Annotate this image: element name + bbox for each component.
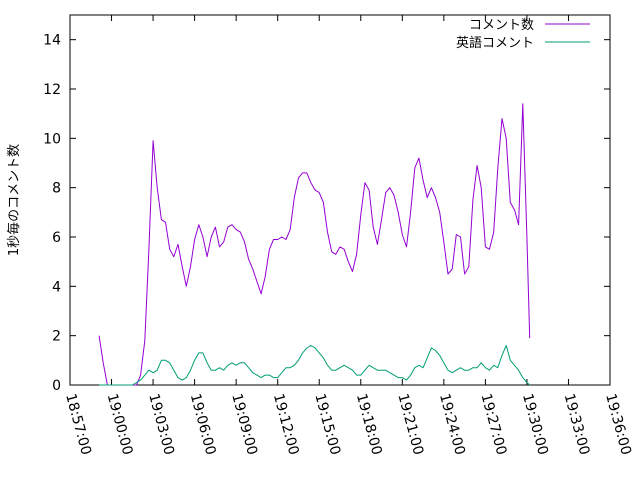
y-tick-label: 0 <box>52 378 61 394</box>
series-line-2 <box>99 345 531 386</box>
series-line-1 <box>98 103 531 386</box>
x-tick-label: 19:36:00 <box>602 392 634 457</box>
x-tick-label: 19:21:00 <box>394 392 426 457</box>
x-axis: 18:57:00 19:00:00 19:03:00 19:06:00 19:09:00… <box>62 15 634 457</box>
x-tick-label: 19:15:00 <box>311 392 343 457</box>
x-tick-label: 19:24:00 <box>436 392 468 457</box>
y-tick-label: 4 <box>52 279 61 295</box>
x-tick-label: 18:57:00 <box>62 392 94 457</box>
x-tick-label: 19:00:00 <box>104 392 136 457</box>
y-tick-label: 14 <box>43 33 61 49</box>
y-tick-label: 12 <box>43 82 61 98</box>
y-tick-label: 10 <box>43 131 61 147</box>
x-tick-label: 19:27:00 <box>478 392 510 457</box>
y-tick-label: 2 <box>52 329 61 345</box>
legend-label: 英語コメント <box>456 35 534 51</box>
x-tick-label: 19:12:00 <box>270 392 302 457</box>
x-tick-label: 19:03:00 <box>145 392 177 457</box>
y-axis: 0 2 4 6 8 10 12 14 <box>43 33 610 394</box>
x-tick-label: 19:18:00 <box>353 392 385 457</box>
y-axis-label: 1秒毎のコメント数 <box>6 144 22 256</box>
series-layer <box>98 103 531 386</box>
x-tick-label: 19:33:00 <box>561 392 593 457</box>
legend-label: コメント数 <box>469 18 534 33</box>
plot-border <box>69 14 611 386</box>
x-tick-label: 19:09:00 <box>228 392 260 457</box>
x-tick-label: 19:30:00 <box>519 392 551 457</box>
y-tick-label: 6 <box>52 230 61 246</box>
y-tick-label: 8 <box>52 181 61 197</box>
x-tick-label: 19:06:00 <box>187 392 219 457</box>
plot-frame <box>69 14 611 386</box>
